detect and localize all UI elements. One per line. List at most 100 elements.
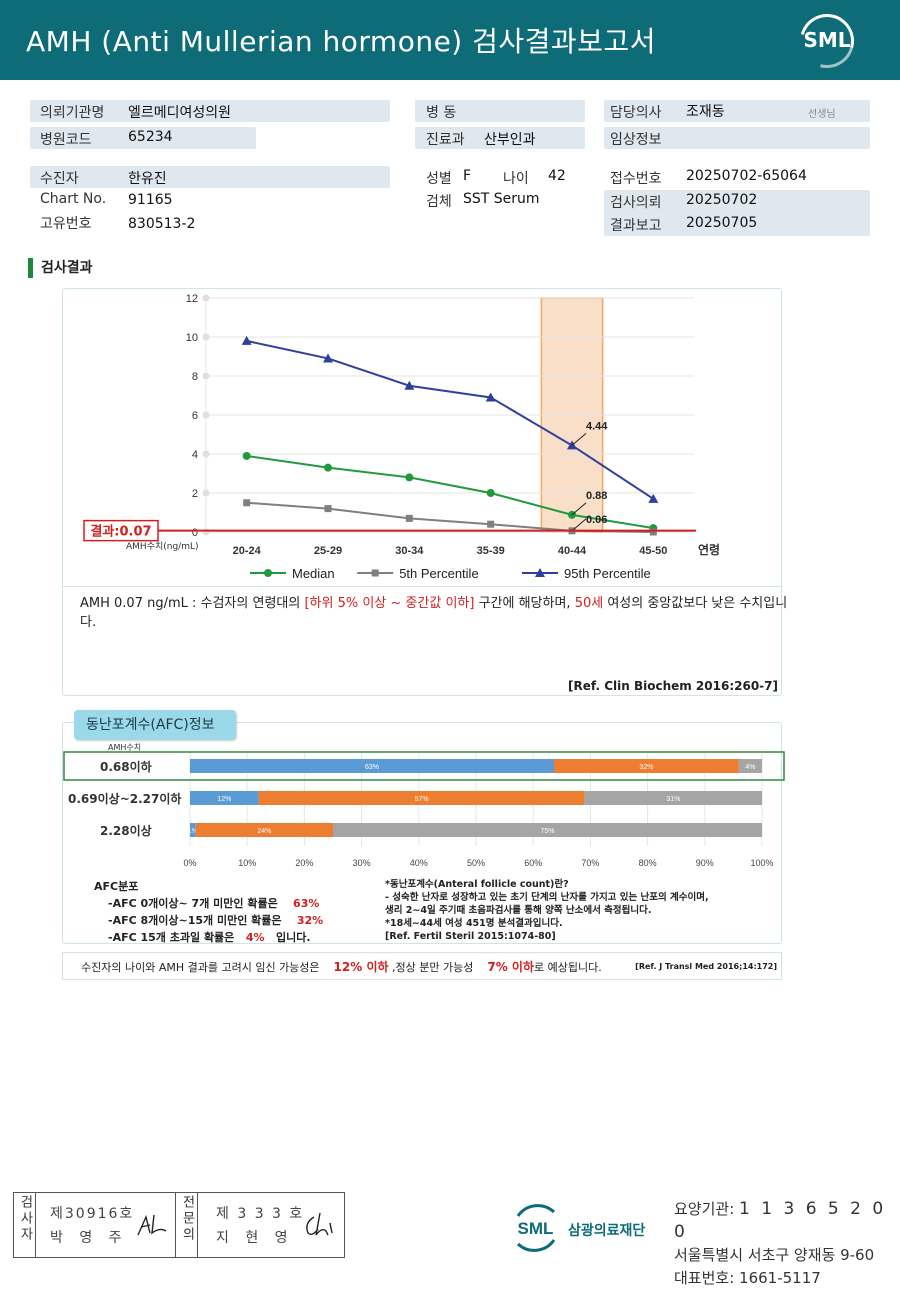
series-point — [649, 528, 657, 536]
afc-bar-label: 63% — [365, 764, 379, 771]
series-point — [323, 353, 333, 363]
x-tick-label: 20-24 — [233, 545, 262, 557]
patient-name-bar — [30, 166, 390, 188]
afc-row-label: 0.69이상~2.27이하 — [68, 791, 181, 806]
dept-label: 진료과 — [426, 132, 465, 148]
result-comment: AMH 0.07 ng/mL : 수검자의 연령대의 [하위 5% 이상 ~ 중… — [80, 596, 788, 630]
request-org-label: 의뢰기관명 — [40, 105, 105, 121]
afc-axis-tick: 70% — [581, 858, 599, 868]
annotation-leader — [571, 518, 587, 532]
receipt-label: 접수번호 — [610, 171, 662, 187]
series-line — [246, 339, 654, 500]
legend-label: 5th Percentile — [399, 566, 479, 581]
data-annotation: 0.06 — [586, 514, 607, 526]
pregnancy-summary: 수진자의 나이와 AMH 결과를 고려시 임신 가능성은 12% 이하 ,정상 … — [62, 952, 782, 980]
legend-label: 95th Percentile — [564, 566, 651, 581]
reference-j-transl-med: [Ref. J Transl Med 2016;14:172] — [635, 962, 777, 971]
patient-name: 한유진 — [128, 171, 167, 187]
legend-marker — [371, 569, 379, 577]
annotation-leader — [571, 433, 587, 446]
dates-bar — [604, 190, 870, 236]
afc-row-label: 0.68이하 — [100, 759, 152, 774]
legend-marker — [535, 568, 545, 577]
y-tick-label: 12 — [186, 293, 198, 305]
legend-label: Median — [292, 566, 335, 581]
ward-bar — [415, 100, 585, 122]
specimen: SST Serum — [463, 191, 540, 207]
footer-address: 서울특별시 서초구 양재동 9-60 — [674, 1246, 875, 1264]
afc-bar-label: 4% — [745, 764, 755, 771]
data-annotation: 0.88 — [586, 490, 607, 502]
hospital-code-label: 병원코드 — [40, 132, 92, 148]
chart-divider — [62, 586, 782, 587]
specialist-role: 전문의 — [176, 1193, 198, 1257]
afc-notes-title: AFC분포 — [94, 880, 139, 893]
afc-bar-segment — [190, 791, 259, 805]
afc-bar-label: 1% — [188, 828, 198, 835]
svg-text:SML: SML — [518, 1219, 554, 1238]
afc-chart: AMH수치 0% 10% 20% 30% 40% 50% 60% 70% 80% 90% 100% 0.… — [63, 743, 785, 868]
afc-bar-segment — [258, 791, 585, 805]
request-date: 20250702 — [686, 192, 758, 208]
patient-name-label: 수진자 — [40, 171, 79, 187]
series-point — [486, 489, 495, 497]
afc-bar-segment — [333, 823, 762, 837]
doctor: 조재동 — [686, 104, 725, 120]
tester-info: 제30916호 박 영 주 — [36, 1193, 176, 1257]
age-label: 나이 — [503, 171, 529, 187]
report-date-label: 결과보고 — [610, 218, 662, 234]
ward-label: 병 동 — [426, 105, 457, 121]
request-org: 엘르메디여성의원 — [128, 105, 232, 121]
dept-bar — [415, 127, 585, 149]
specimen-label: 검체 — [426, 194, 452, 210]
legend-marker — [264, 569, 272, 577]
sex: F — [463, 168, 472, 184]
series-point — [487, 520, 495, 528]
reference-clin-biochem: [Ref. Clin Biochem 2016:260-7] — [568, 679, 778, 693]
tester-signature — [137, 1214, 167, 1236]
unique-id-label: 고유번호 — [40, 216, 92, 232]
y-tick-label: 0 — [192, 527, 198, 539]
series-line — [246, 454, 654, 530]
series-point — [485, 392, 496, 402]
afc-bar-label: 31% — [666, 796, 680, 803]
afc-axis-tick: 30% — [353, 858, 371, 868]
y-axis-label: AMH수치(ng/mL) — [126, 540, 199, 552]
x-tick-label: 30-34 — [395, 545, 424, 557]
afc-bar-segment — [195, 823, 333, 837]
x-tick-label: 45-50 — [639, 545, 667, 557]
report-date: 20250705 — [686, 215, 758, 231]
series-point — [242, 451, 251, 460]
y-tick-label: 4 — [192, 449, 198, 461]
y-tick-label: 2 — [192, 488, 198, 500]
afc-definition: *동난포계수(Anteral follicle count)란? - 성숙한 난… — [385, 879, 709, 942]
afc-distribution-notes: AFC분포 -AFC 0개이상~ 7개 미만인 확률은 63% -AFC 8개이… — [94, 880, 324, 944]
age: 42 — [548, 168, 566, 184]
afc-axis-tick: 40% — [410, 858, 428, 868]
afc-axis-tick: 0% — [183, 858, 196, 868]
x-tick-label: 35-39 — [477, 545, 505, 557]
afc-row-highlight — [63, 751, 785, 781]
afc-axis-tick: 50% — [467, 858, 485, 868]
afc-bar-label: 57% — [415, 796, 429, 803]
hospital-code: 65234 — [128, 129, 173, 145]
data-annotation: 4.44 — [586, 420, 608, 432]
receipt-no: 20250702-65064 — [686, 168, 807, 184]
afc-axis-tick: 80% — [639, 858, 657, 868]
unique-id: 830513-2 — [128, 216, 196, 232]
chart-no: 91165 — [128, 192, 173, 208]
clinical-label: 임상정보 — [610, 132, 662, 148]
afc-row-header: AMH수치 — [108, 743, 141, 752]
footer-sml-logo: SML — [516, 1204, 556, 1252]
series-point — [405, 514, 413, 522]
doctor-label: 담당의사 — [610, 105, 662, 121]
result-box — [83, 519, 159, 542]
afc-bar-segment — [190, 759, 554, 773]
afc-bar-label: 32% — [639, 764, 653, 771]
report-header: AMH (Anti Mullerian hormone) 검사결과보고서 SML — [0, 0, 900, 80]
annotation-leader — [571, 502, 587, 516]
y-tick-label: 6 — [192, 410, 198, 422]
series-point — [648, 493, 659, 503]
x-tick-label: 25-29 — [314, 545, 342, 557]
afc-title: 동난포계수(AFC)정보 — [74, 710, 236, 740]
